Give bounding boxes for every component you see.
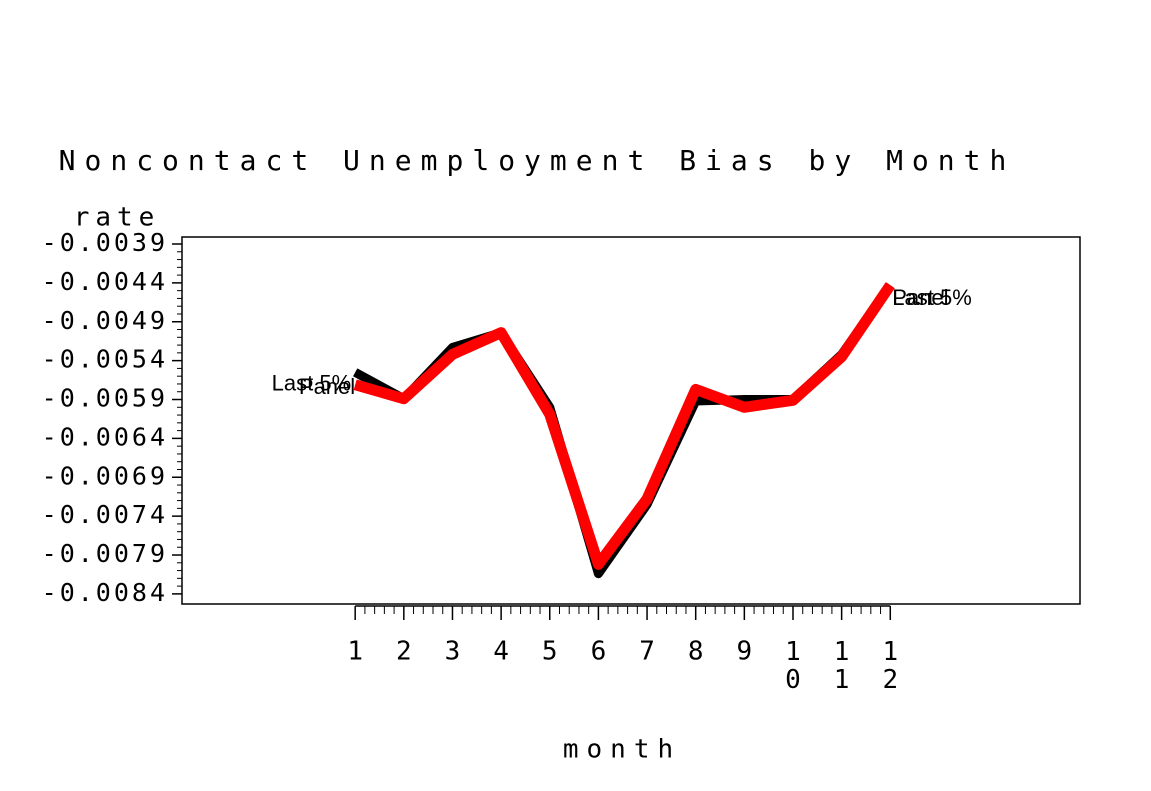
x-tick-label: 2 <box>396 637 412 667</box>
series-line <box>353 282 895 570</box>
x-axis-label: month <box>563 735 681 765</box>
x-tick-label: 4 <box>493 637 509 667</box>
y-tick-label: -0.0064 <box>42 422 168 451</box>
series-label: Last 5% <box>892 285 972 310</box>
chart-title: Noncontact Unemployment Bias by Month <box>59 144 1016 177</box>
y-tick-label: -0.0059 <box>42 384 168 413</box>
y-tick-label: -0.0084 <box>42 578 168 607</box>
y-tick-label: -0.0049 <box>42 306 168 335</box>
y-tick-label: -0.0079 <box>42 539 168 568</box>
x-tick-label: 6 <box>591 637 607 667</box>
plot-frame <box>181 236 1081 605</box>
x-tick-label: 5 <box>542 637 558 667</box>
x-tick-label: 1 <box>347 637 363 667</box>
x-tick-label: 3 <box>445 637 461 667</box>
series-label: Panel <box>892 285 948 310</box>
y-tick-label: -0.0074 <box>42 500 168 529</box>
y-tick-label: -0.0069 <box>42 461 168 490</box>
y-tick-label: -0.0054 <box>42 345 168 374</box>
y-tick-label: -0.0039 <box>42 228 168 257</box>
x-tick-label: 7 <box>639 637 655 667</box>
series-label: Last 5% <box>272 371 352 396</box>
x-tick-label: 9 <box>737 637 753 667</box>
series-label: Panel <box>299 374 355 399</box>
y-axis-label: rate <box>74 203 161 233</box>
x-tick-label: 8 <box>688 637 704 667</box>
y-tick-label: -0.0044 <box>42 267 168 296</box>
